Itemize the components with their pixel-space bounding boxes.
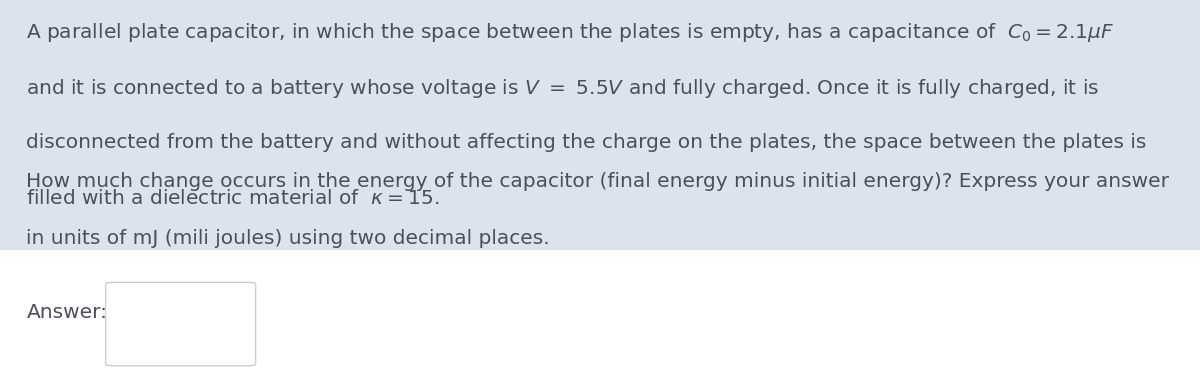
Text: How much change occurs in the energy of the capacitor (final energy minus initia: How much change occurs in the energy of … bbox=[26, 172, 1170, 191]
Text: in units of mJ (mili joules) using two decimal places.: in units of mJ (mili joules) using two d… bbox=[26, 229, 550, 247]
FancyBboxPatch shape bbox=[0, 0, 1200, 250]
Text: filled with a dielectric material of  $\kappa = 15$.: filled with a dielectric material of $\k… bbox=[26, 189, 439, 208]
FancyBboxPatch shape bbox=[106, 282, 256, 366]
Text: Answer:: Answer: bbox=[26, 303, 108, 322]
Text: A parallel plate capacitor, in which the space between the plates is empty, has : A parallel plate capacitor, in which the… bbox=[26, 21, 1115, 44]
Text: and it is connected to a battery whose voltage is $V\ =\ 5.5V$ and fully charged: and it is connected to a battery whose v… bbox=[26, 77, 1099, 100]
Text: disconnected from the battery and without affecting the charge on the plates, th: disconnected from the battery and withou… bbox=[26, 133, 1147, 152]
